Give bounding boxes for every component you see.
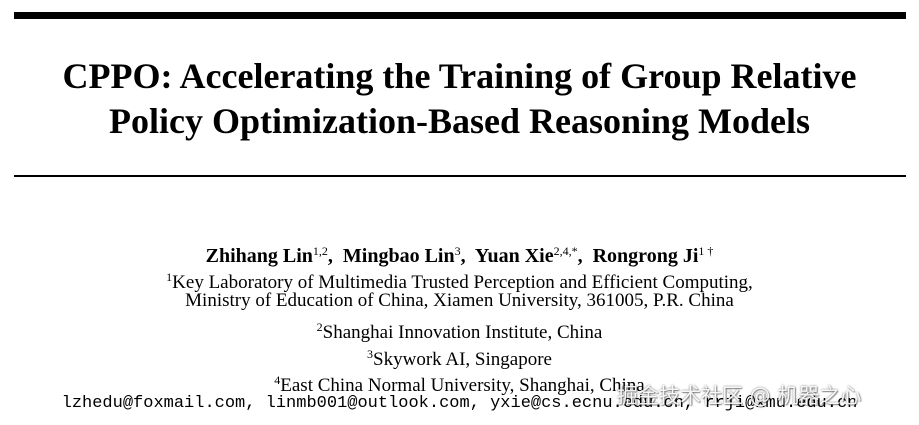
author-emails: lzhedu@foxmail.com, linmb001@outlook.com…: [61, 394, 858, 413]
author-affiliation-marker: 1,2: [312, 244, 328, 258]
affiliation-marker: 4: [274, 373, 281, 387]
author-affiliation-marker: 3: [454, 244, 461, 258]
author-name: Zhihang Lin: [205, 245, 313, 267]
affiliation-text: Skywork AI, Singapore: [373, 349, 552, 370]
watermark: 掘金技术社区 @ 机器之心: [617, 384, 862, 408]
author-separator: ,: [460, 245, 475, 267]
top-rule: [14, 12, 906, 19]
author-affiliation-marker: 1 †: [698, 244, 714, 258]
affiliation-text: Shanghai Innovation Institute, China: [322, 322, 603, 343]
paper-title: CPPO: Accelerating the Training of Group…: [0, 54, 919, 144]
affiliation-line: 3Skywork AI, Singapore: [0, 342, 919, 372]
affiliation-text: East China Normal University, Shanghai, …: [280, 375, 645, 396]
author-name: Rongrong Ji: [592, 245, 699, 267]
affiliation-line: 4East China Normal University, Shanghai,…: [0, 368, 919, 398]
author-list: Zhihang Lin1,2, Mingbao Lin3, Yuan Xie2,…: [0, 238, 919, 269]
author-name: Mingbao Lin: [342, 245, 455, 267]
affiliation-line: Ministry of Education of China, Xiamen U…: [0, 289, 919, 313]
bottom-rule: [14, 175, 906, 177]
affiliation-text: Ministry of Education of China, Xiamen U…: [185, 290, 734, 311]
affiliation-marker: 1: [166, 270, 173, 284]
affiliation-line: 2Shanghai Innovation Institute, China: [0, 315, 919, 345]
affiliation-marker: 2: [316, 320, 323, 334]
title-line-2: Policy Optimization-Based Reasoning Mode…: [109, 101, 810, 141]
author-separator: ,: [577, 245, 593, 267]
affiliation-line: 1Key Laboratory of Multimedia Trusted Pe…: [0, 265, 919, 295]
author-affiliation-marker: 2,4,*: [553, 244, 578, 258]
title-line-1: CPPO: Accelerating the Training of Group…: [62, 56, 857, 96]
affiliation-marker: 3: [367, 347, 374, 361]
affiliation-text: Key Laboratory of Multimedia Trusted Per…: [172, 272, 753, 293]
author-name: Yuan Xie: [474, 245, 554, 267]
author-separator: ,: [327, 245, 343, 267]
